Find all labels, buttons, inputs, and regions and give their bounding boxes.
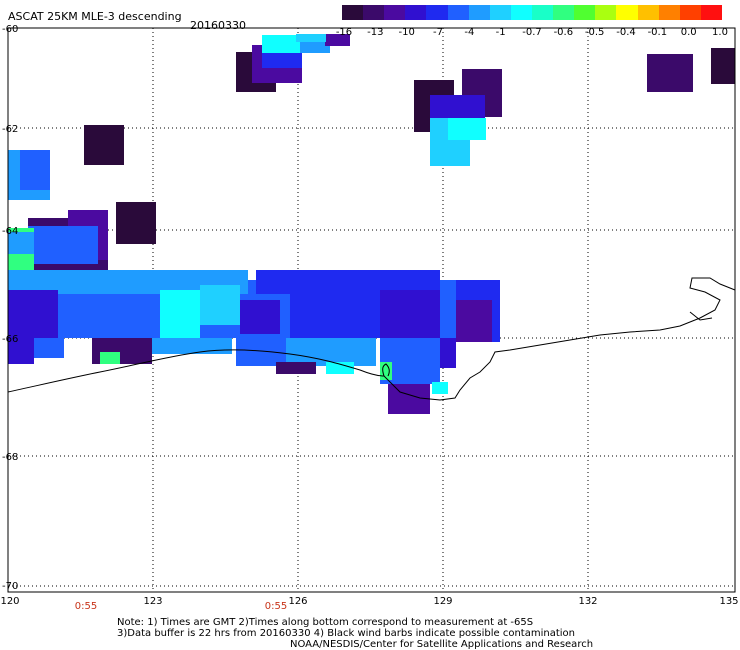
color-swatch xyxy=(531,5,554,20)
lon-label: 120 xyxy=(0,596,20,607)
color-swatch xyxy=(510,5,532,20)
data-cell xyxy=(8,232,34,254)
data-cell xyxy=(240,300,280,340)
data-cell xyxy=(8,338,34,364)
data-cell xyxy=(20,150,50,190)
color-swatch xyxy=(468,5,490,20)
color-legend-label: -1 xyxy=(495,27,506,38)
data-cell xyxy=(448,118,486,140)
color-swatch xyxy=(384,5,406,20)
data-cell xyxy=(28,226,98,264)
color-legend-label: -16 xyxy=(335,27,353,38)
data-cell xyxy=(152,338,232,354)
data-cell xyxy=(100,352,120,364)
color-swatch xyxy=(447,5,469,20)
wind-data-swaths xyxy=(8,34,735,414)
color-legend-label: -4 xyxy=(464,27,475,38)
lat-label: -66 xyxy=(2,334,19,345)
data-cell xyxy=(276,362,316,374)
color-legend-label: 0.0 xyxy=(680,27,697,38)
time-mark: 0:55 xyxy=(264,601,288,612)
data-cell xyxy=(432,382,448,394)
lon-label: 135 xyxy=(719,596,739,607)
lat-label: -70 xyxy=(2,581,19,592)
color-legend-label: -0.7 xyxy=(522,27,542,38)
lon-label: 123 xyxy=(143,596,163,607)
lon-label: 132 xyxy=(578,596,598,607)
lon-label: 129 xyxy=(433,596,453,607)
data-cell xyxy=(325,34,350,46)
time-mark: 0:55 xyxy=(74,601,98,612)
color-swatch xyxy=(426,5,448,20)
data-cell xyxy=(326,362,354,374)
data-cell xyxy=(116,202,156,244)
lat-label: -68 xyxy=(2,452,19,463)
footnote-line: Note: 1) Times are GMT 2)Times along bot… xyxy=(117,617,534,628)
color-legend-label: -10 xyxy=(398,27,415,38)
color-legend-label: -0.5 xyxy=(584,27,605,38)
data-cell xyxy=(290,278,380,338)
footnote-credit: NOAA/NESDIS/Center for Satellite Applica… xyxy=(290,639,594,650)
lat-label: -64 xyxy=(2,226,19,237)
data-cell xyxy=(160,290,200,340)
data-cell xyxy=(711,48,735,84)
color-swatch xyxy=(700,5,722,20)
color-swatch xyxy=(342,5,364,20)
color-legend-label: -13 xyxy=(367,27,384,38)
color-legend-label: -0.6 xyxy=(553,27,574,38)
data-cell xyxy=(388,384,430,414)
lat-label: -60 xyxy=(2,24,19,35)
data-cell xyxy=(647,54,693,92)
footnote-line: 3)Data buffer is 22 hrs from 20160330 4)… xyxy=(117,628,575,639)
color-legend-label: -0.1 xyxy=(647,27,668,38)
data-cell xyxy=(8,290,58,338)
color-swatch xyxy=(595,5,617,20)
color-swatch xyxy=(489,5,511,20)
data-cell xyxy=(200,285,240,325)
data-cell xyxy=(440,338,456,368)
data-cell xyxy=(60,300,160,336)
coastline xyxy=(7,277,736,401)
color-legend-label: 1.0 xyxy=(712,27,728,38)
data-cell xyxy=(84,125,124,165)
date-label: 20160330 xyxy=(190,19,246,32)
plot-frame xyxy=(7,27,736,593)
color-swatch xyxy=(553,5,575,20)
lat-label: -62 xyxy=(2,124,19,135)
color-legend-label: -7 xyxy=(433,27,443,38)
lon-label: 126 xyxy=(288,596,308,607)
color-swatch xyxy=(616,5,638,20)
data-cell xyxy=(296,34,326,42)
data-cell xyxy=(456,300,492,342)
color-swatch xyxy=(679,5,701,20)
data-cell xyxy=(34,338,64,358)
color-legend xyxy=(342,5,722,20)
color-legend-label: -0.4 xyxy=(616,27,636,38)
data-cell xyxy=(380,290,440,340)
color-swatch xyxy=(363,5,385,20)
color-swatch xyxy=(637,5,659,20)
color-swatch xyxy=(658,5,680,20)
chart-title: ASCAT 25KM MLE-3 descending xyxy=(8,10,182,23)
color-swatch xyxy=(405,5,427,20)
color-swatch xyxy=(574,5,596,20)
